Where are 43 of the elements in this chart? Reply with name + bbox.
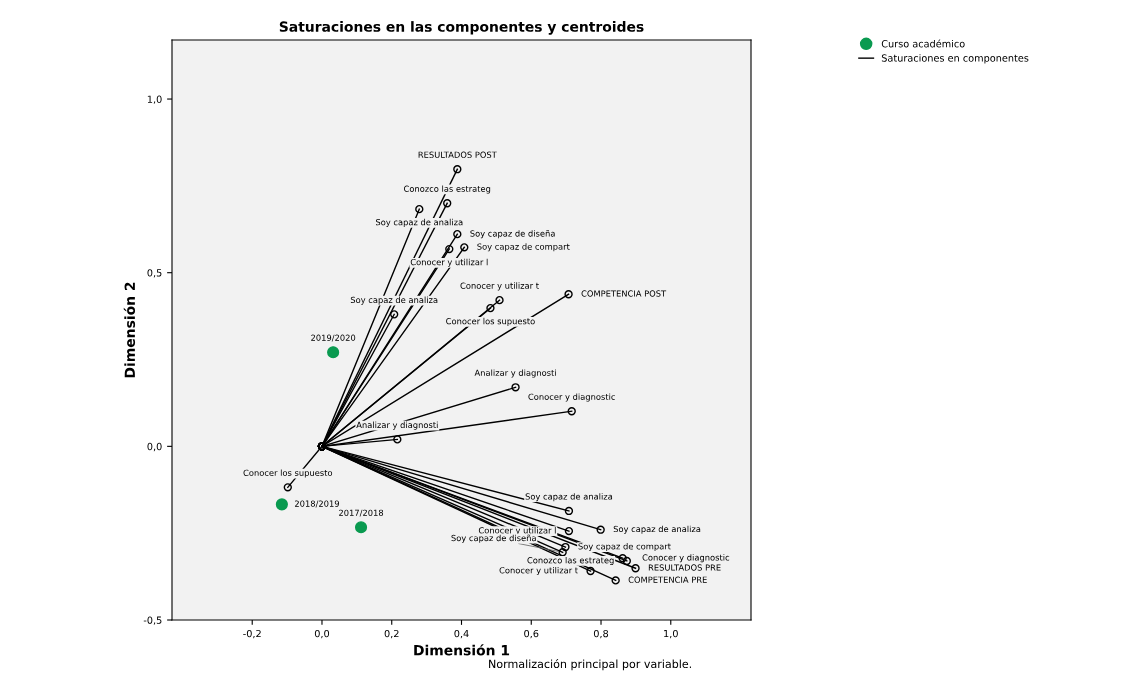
- annotation: Soy capaz de diseña: [470, 230, 555, 239]
- x-axis-title: Dimensión 1: [414, 644, 510, 656]
- annotation: 2019/2020: [311, 334, 356, 342]
- annotation: Conocer y diagnostic: [528, 393, 615, 402]
- text: Normalización principal por variable.: [489, 659, 692, 671]
- x-tick-label: 0,2: [384, 629, 399, 639]
- chart-title: Saturaciones en las componentes y centroides: [279, 21, 644, 35]
- y-axis-title: Dimensión 2: [123, 282, 136, 378]
- x-tick-label: 0,0: [314, 629, 330, 639]
- legend-label: Saturaciones en componentes: [881, 54, 1029, 64]
- annotation: Conocer los supuesto: [446, 317, 535, 326]
- y-tick-label: -0,5: [143, 616, 162, 625]
- annotation: Conocer y utilizar l: [410, 258, 488, 267]
- x-tick-label: 1,0: [664, 629, 678, 639]
- annotation: Conozco las estrateg: [403, 185, 491, 194]
- x-tick-label: 0,8: [593, 629, 609, 639]
- annotation: Soy capaz de analiza: [525, 493, 613, 502]
- annotation: 2017/2018: [339, 509, 384, 517]
- annotation: Soy capaz de compart: [477, 243, 570, 252]
- annotation: Soy capaz de compart: [578, 543, 671, 552]
- annotation: Conocer y utilizar t: [499, 567, 578, 576]
- y-tick-label: 0,5: [147, 269, 162, 278]
- annotation: Soy capaz de analiza: [613, 525, 701, 534]
- x-tick-label: 0,4: [454, 629, 469, 639]
- annotation: RESULTADOS PRE: [648, 564, 721, 571]
- x-tick-label: -0,2: [243, 629, 261, 639]
- annotation: COMPETENCIA POST: [581, 290, 667, 297]
- y-tick-label: 1,0: [147, 95, 162, 104]
- annotation: Analizar y diagnosti: [356, 421, 438, 430]
- y-tick-label: 0,0: [147, 442, 162, 452]
- annotation: Soy capaz de analiza: [375, 218, 463, 227]
- annotation: Conocer y diagnostic: [642, 554, 730, 563]
- legend-label: Curso académico: [881, 39, 965, 48]
- annotation: Conozco las estrateg: [527, 556, 614, 565]
- annotation: Soy capaz de analiza: [350, 296, 438, 305]
- annotation: Conocer y utilizar t: [460, 282, 539, 291]
- annotation: 2018/2019: [294, 500, 340, 508]
- annotation: COMPETENCIA PRE: [628, 576, 707, 583]
- annotation: RESULTADOS POST: [418, 151, 497, 158]
- annotation: Conocer los supuesto: [243, 469, 333, 478]
- annotation: Analizar y diagnosti: [474, 369, 556, 378]
- annotation: Soy capaz de diseña: [451, 534, 536, 543]
- x-tick-label: 0,6: [524, 629, 539, 639]
